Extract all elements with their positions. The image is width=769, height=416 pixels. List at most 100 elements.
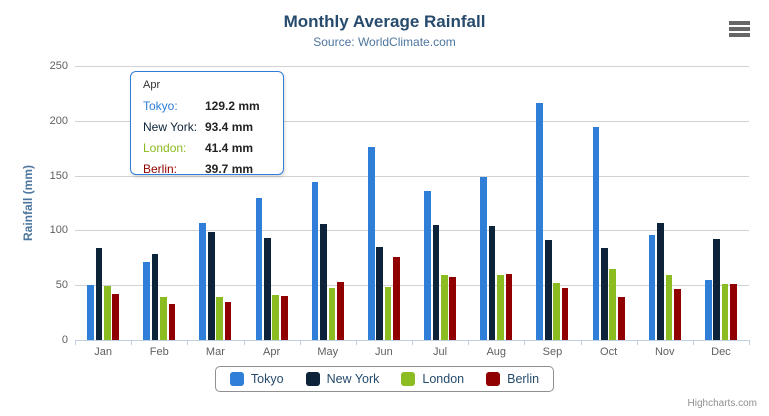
bar-london[interactable]	[272, 294, 280, 340]
bar-berlin[interactable]	[561, 287, 569, 340]
bar-london[interactable]	[103, 286, 111, 340]
bar-tokyo[interactable]	[199, 223, 207, 340]
tooltip-row: Berlin: 39.7 mm	[143, 159, 273, 180]
tooltip-row: New York: 93.4 mm	[143, 117, 273, 138]
bar-tokyo[interactable]	[311, 182, 319, 340]
bar-new-york[interactable]	[207, 232, 215, 340]
bar-london[interactable]	[328, 288, 336, 340]
tooltip-series-value: 93.4 mm	[205, 120, 254, 134]
bar-berlin[interactable]	[449, 277, 457, 340]
bar-tokyo[interactable]	[255, 198, 263, 340]
xaxis-tick	[243, 340, 245, 345]
tooltip-series-value: 39.7 mm	[205, 162, 254, 176]
tooltip-series-name: London:	[143, 141, 187, 155]
legend-item-new-york[interactable]: New York	[305, 372, 380, 386]
bar-berlin[interactable]	[337, 282, 344, 340]
bar-london[interactable]	[440, 275, 448, 340]
bar-tokyo[interactable]	[367, 147, 375, 340]
legend-swatch-icon	[305, 372, 320, 386]
yaxis-label: 200	[49, 114, 68, 127]
xaxis-tick	[524, 340, 526, 345]
bar-london[interactable]	[497, 274, 504, 340]
xaxis-tick	[636, 340, 638, 345]
tooltip-series-name: New York:	[143, 120, 198, 134]
bar-new-york[interactable]	[95, 248, 103, 340]
xaxis-label: Dec	[711, 346, 731, 358]
legend-label: Berlin	[507, 372, 540, 386]
bar-new-york[interactable]	[320, 223, 327, 340]
bar-new-york[interactable]	[713, 238, 721, 340]
bar-tokyo[interactable]	[536, 102, 544, 340]
legend-item-london[interactable]: London	[401, 372, 464, 386]
legend-label: London	[422, 372, 465, 386]
xaxis-tick	[299, 340, 301, 345]
bar-berlin[interactable]	[393, 257, 400, 340]
tooltip-header: Apr	[143, 79, 161, 91]
bar-tokyo[interactable]	[648, 235, 656, 340]
y-gridline	[75, 66, 749, 67]
bar-tokyo[interactable]	[424, 191, 431, 340]
bar-london[interactable]	[553, 282, 560, 340]
y-gridline	[75, 120, 749, 122]
legend-item-tokyo[interactable]: Tokyo	[229, 372, 284, 386]
bar-berlin[interactable]	[674, 288, 681, 340]
bar-berlin[interactable]	[224, 302, 232, 340]
xaxis-tick	[468, 340, 470, 345]
xaxis-label: Feb	[149, 346, 169, 358]
bar-london[interactable]	[216, 296, 223, 340]
bar-new-york[interactable]	[657, 223, 664, 340]
xaxis-label: Apr	[263, 346, 281, 358]
legend-label: Tokyo	[250, 372, 284, 386]
bar-new-york[interactable]	[264, 237, 271, 340]
bar-london[interactable]	[721, 283, 729, 340]
bar-berlin[interactable]	[168, 303, 176, 340]
bar-tokyo[interactable]	[87, 285, 94, 340]
legend-item-berlin[interactable]: Berlin	[486, 372, 539, 386]
y-gridline	[75, 285, 749, 287]
legend-swatch-icon	[486, 372, 501, 386]
tooltip-series-value: 41.4 mm	[205, 141, 254, 155]
xaxis-label: Nov	[654, 346, 675, 358]
credits-link[interactable]: Highcharts.com	[687, 398, 757, 409]
tooltip: Apr Tokyo: 129.2 mm New York: 93.4 mm London…	[130, 71, 284, 176]
bar-tokyo[interactable]	[480, 177, 487, 340]
xaxis-tick	[355, 340, 357, 345]
bar-berlin[interactable]	[505, 273, 513, 340]
bar-new-york[interactable]	[376, 247, 384, 340]
bar-london[interactable]	[160, 297, 167, 340]
xaxis-tick	[749, 340, 750, 345]
bar-new-york[interactable]	[432, 224, 440, 340]
yaxis-label: 250	[49, 60, 68, 72]
hamburger-icon	[729, 21, 751, 37]
bar-berlin[interactable]	[280, 296, 288, 340]
bar-london[interactable]	[384, 287, 392, 340]
tooltip-series-value: 129.2 mm	[205, 99, 260, 113]
export-menu-button[interactable]	[729, 21, 751, 39]
xaxis-label: May	[317, 346, 339, 358]
chart-title: Monthly Average Rainfall	[283, 12, 486, 31]
bar-new-york[interactable]	[544, 240, 552, 340]
bar-tokyo[interactable]	[704, 280, 712, 340]
legend-container: Tokyo New York London Berlin	[0, 366, 769, 392]
y-gridline	[75, 230, 749, 232]
bar-berlin[interactable]	[617, 297, 625, 340]
xaxis-tick	[692, 340, 694, 345]
xaxis-label: Jan	[94, 346, 112, 358]
bar-london[interactable]	[665, 275, 673, 340]
y-gridline	[75, 175, 749, 177]
bar-berlin[interactable]	[730, 283, 737, 340]
bar-berlin[interactable]	[112, 293, 120, 340]
tooltip-series-name: Berlin:	[143, 162, 178, 176]
yaxis-label: 100	[49, 224, 68, 237]
bar-new-york[interactable]	[151, 253, 159, 340]
bar-tokyo[interactable]	[592, 127, 600, 340]
legend-label: New York	[326, 372, 380, 386]
bar-tokyo[interactable]	[143, 261, 150, 340]
bar-london[interactable]	[609, 268, 617, 340]
xaxis-label: Aug	[486, 346, 507, 358]
xaxis-label: Mar	[205, 346, 225, 358]
bar-new-york[interactable]	[601, 248, 608, 340]
tooltip-row: Tokyo: 129.2 mm	[143, 96, 273, 117]
bar-new-york[interactable]	[488, 225, 496, 340]
tooltip-row: London: 41.4 mm	[143, 138, 273, 159]
